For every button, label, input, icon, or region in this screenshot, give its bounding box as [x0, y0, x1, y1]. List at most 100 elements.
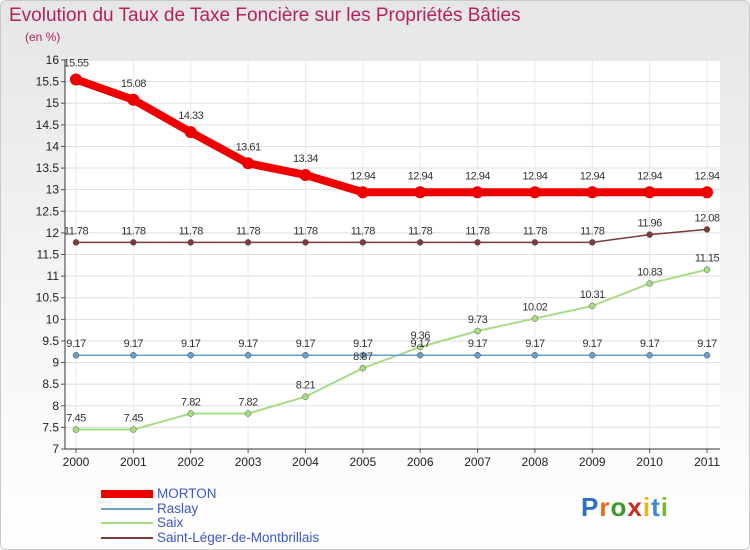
- series-line-saint-leger-de-montbrillais: [75, 228, 708, 244]
- data-label-morton: 12.94: [637, 170, 662, 182]
- data-label-raslay: 9.17: [181, 338, 201, 350]
- data-point-raslay: [474, 351, 481, 359]
- data-label-saix: 7.82: [181, 397, 201, 409]
- data-point-saint-leger-de-montbrillais: [589, 239, 596, 246]
- y-tick-label: 13.5: [36, 161, 60, 175]
- data-point-morton: [242, 157, 255, 170]
- legend-swatch-morton: [101, 490, 153, 499]
- data-label-saix: 10.02: [522, 301, 547, 313]
- data-point-saix: [703, 266, 711, 273]
- x-tick-label: 2004: [292, 455, 319, 469]
- y-tick-label: 9.5: [42, 334, 59, 348]
- data-label-saint-leger-de-montbrillais: 11.96: [638, 218, 663, 230]
- data-label-raslay: 9.17: [697, 338, 717, 350]
- data-label-morton: 12.94: [522, 170, 547, 182]
- data-point-raslay: [187, 351, 194, 359]
- legend-label-saix: Saix: [157, 515, 184, 531]
- data-point-raslay: [589, 351, 596, 359]
- data-label-raslay: 9.17: [640, 338, 660, 350]
- data-point-morton: [586, 186, 599, 199]
- data-label-saix: 7.82: [238, 397, 258, 409]
- data-label-morton: 14.33: [178, 110, 203, 122]
- y-tick-label: 16: [46, 53, 60, 67]
- data-point-raslay: [646, 351, 653, 359]
- data-point-saint-leger-de-montbrillais: [531, 239, 539, 246]
- data-point-raslay: [531, 351, 539, 359]
- data-label-saint-leger-de-montbrillais: 11.78: [236, 225, 261, 237]
- y-tick-label: 7.5: [42, 420, 59, 434]
- legend-item-saix: Saix: [101, 516, 319, 531]
- logo-letter: x: [627, 492, 643, 522]
- y-tick-label: 8: [52, 399, 59, 413]
- y-tick-label: 12.5: [36, 204, 60, 218]
- data-point-saix: [130, 426, 137, 433]
- data-point-saix: [72, 426, 80, 433]
- data-point-saint-leger-de-montbrillais: [416, 239, 424, 246]
- y-tick-label: 10: [46, 312, 60, 326]
- data-label-saix: 8.87: [353, 351, 373, 363]
- data-label-saix: 7.45: [66, 413, 86, 425]
- data-point-morton: [528, 186, 541, 199]
- data-point-saint-leger-de-montbrillais: [703, 226, 711, 233]
- data-point-morton: [643, 186, 656, 199]
- data-point-saix: [474, 327, 481, 335]
- data-label-raslay: 9.17: [353, 338, 373, 350]
- data-point-saint-leger-de-montbrillais: [187, 239, 194, 246]
- data-point-saint-leger-de-montbrillais: [474, 239, 481, 246]
- chart-title: Evolution du Taux de Taxe Foncière sur l…: [9, 5, 521, 26]
- data-label-saint-leger-de-montbrillais: 11.78: [64, 225, 89, 237]
- logo-letter: r: [599, 492, 611, 522]
- legend-label-raslay: Raslay: [157, 500, 199, 516]
- y-tick-label: 15.5: [36, 75, 60, 89]
- legend-swatch-raslay: [101, 507, 153, 510]
- data-point-saint-leger-de-montbrillais: [302, 239, 309, 246]
- y-tick-label: 11: [47, 269, 60, 283]
- legend-item-raslay: Raslay: [101, 500, 319, 517]
- data-label-morton: 13.61: [236, 141, 261, 153]
- logo-letter: P: [581, 492, 600, 522]
- data-point-raslay: [244, 351, 252, 359]
- x-tick-label: 2006: [407, 455, 434, 469]
- data-point-morton: [70, 73, 82, 86]
- data-label-saix: 10.31: [580, 289, 605, 301]
- data-label-saix: 7.45: [124, 413, 144, 425]
- data-label-saix: 9.36: [410, 330, 430, 342]
- y-tick-label: 14.5: [36, 118, 60, 132]
- y-tick-label: 14: [46, 139, 60, 153]
- data-point-morton: [414, 186, 427, 199]
- data-label-saix: 11.15: [695, 253, 720, 265]
- y-tick-label: 7: [52, 442, 59, 456]
- logo-letter: o: [610, 492, 628, 522]
- data-point-saint-leger-de-montbrillais: [244, 239, 252, 246]
- x-tick-label: 2011: [694, 455, 720, 469]
- data-label-saint-leger-de-montbrillais: 11.78: [121, 225, 146, 237]
- series-line-morton: [72, 75, 711, 197]
- data-point-saix: [531, 315, 539, 322]
- data-label-saint-leger-de-montbrillais: 11.78: [179, 225, 204, 237]
- data-label-saix: 8.21: [296, 380, 316, 392]
- y-tick-label: 11.5: [37, 248, 60, 262]
- data-label-raslay: 9.17: [238, 338, 258, 350]
- data-label-saix: 10.83: [637, 266, 662, 278]
- data-label-morton: 12.94: [408, 170, 433, 182]
- data-label-saint-leger-de-montbrillais: 11.78: [465, 225, 490, 237]
- data-point-raslay: [703, 351, 711, 359]
- data-label-raslay: 9.17: [66, 338, 86, 350]
- data-point-morton: [701, 186, 713, 199]
- data-point-morton: [356, 186, 369, 199]
- data-point-morton: [127, 93, 140, 106]
- data-point-saix: [359, 364, 367, 372]
- chart-unit-label: (en %): [25, 30, 61, 44]
- data-label-saint-leger-de-montbrillais: 11.78: [293, 225, 318, 237]
- data-label-raslay: 9.17: [296, 338, 316, 350]
- data-point-saint-leger-de-montbrillais: [646, 231, 653, 238]
- series-line-saix: [75, 268, 708, 431]
- data-point-raslay: [72, 351, 80, 359]
- data-point-saix: [646, 280, 653, 287]
- data-point-saix: [416, 343, 424, 351]
- data-point-raslay: [416, 351, 424, 359]
- data-label-raslay: 9.17: [583, 338, 603, 350]
- x-tick-label: 2010: [636, 455, 663, 469]
- data-label-saint-leger-de-montbrillais: 11.78: [351, 225, 376, 237]
